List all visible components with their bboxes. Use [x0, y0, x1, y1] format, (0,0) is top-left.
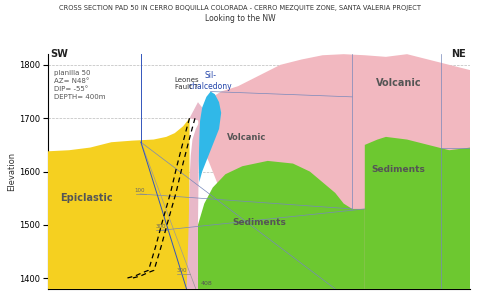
Text: Looking to the NW: Looking to the NW [204, 14, 276, 23]
Text: Sil-
chalcedony: Sil- chalcedony [189, 71, 232, 91]
Polygon shape [198, 161, 365, 289]
Text: Sediments: Sediments [372, 165, 426, 174]
Polygon shape [198, 54, 470, 289]
Polygon shape [199, 92, 221, 182]
Polygon shape [365, 137, 470, 289]
Text: 300: 300 [177, 268, 188, 273]
Text: 300: 300 [156, 224, 167, 229]
Polygon shape [48, 118, 190, 289]
Y-axis label: Elevation: Elevation [8, 152, 16, 191]
Text: 408: 408 [201, 281, 212, 286]
Text: Leones
Fault ?: Leones Fault ? [174, 77, 199, 90]
Text: Volcanic: Volcanic [376, 78, 421, 88]
Text: planilla 50
AZ= N48°
DIP= -55°
DEPTH= 400m: planilla 50 AZ= N48° DIP= -55° DEPTH= 40… [54, 70, 106, 100]
Polygon shape [187, 102, 204, 289]
Text: NE: NE [451, 49, 466, 59]
Text: Sediments: Sediments [232, 218, 286, 227]
Text: Epiclastic: Epiclastic [60, 193, 112, 203]
Text: SW: SW [50, 49, 68, 59]
Text: 100: 100 [135, 188, 145, 193]
Text: CROSS SECTION PAD 50 IN CERRO BOQUILLA COLORADA - CERRO MEZQUITE ZONE, SANTA VAL: CROSS SECTION PAD 50 IN CERRO BOQUILLA C… [59, 5, 421, 11]
Text: Volcanic: Volcanic [227, 132, 266, 141]
